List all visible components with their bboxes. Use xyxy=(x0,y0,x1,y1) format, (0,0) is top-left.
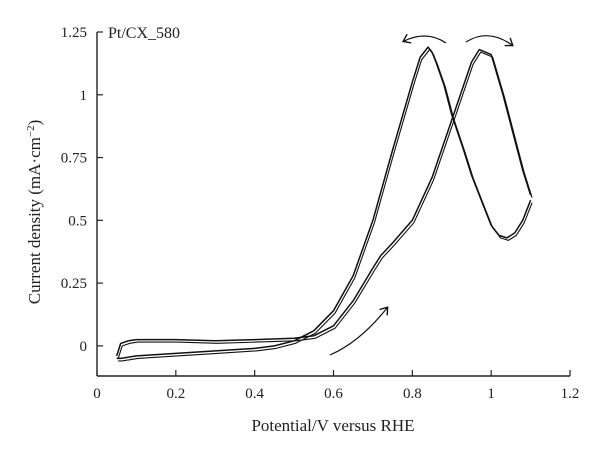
y-tick-label: 0.5 xyxy=(68,213,87,229)
cv-sweep-2-cycle-2 xyxy=(118,49,533,362)
y-tick-label: 1.25 xyxy=(61,25,87,41)
y-tick-label: 0 xyxy=(80,339,88,355)
x-tick-label: 0 xyxy=(93,386,101,402)
x-tick-label: 0.2 xyxy=(166,386,185,402)
cv-sweep-2 xyxy=(116,46,532,360)
peak-left-arrow xyxy=(404,36,447,43)
anodic-scan-arrow xyxy=(329,308,387,356)
x-tick-label: 0.6 xyxy=(324,386,343,402)
cv-curves xyxy=(115,46,533,362)
y-axis-title-end: ) xyxy=(25,120,44,126)
cv-sweep-1 xyxy=(115,48,532,357)
x-tick-label: 1 xyxy=(487,386,495,402)
x-axis-ticks: 0 0.2 0.4 0.6 0.8 1 1.2 xyxy=(93,370,579,402)
x-tick-label: 1.2 xyxy=(561,386,580,402)
x-tick-label: 0.8 xyxy=(403,386,422,402)
y-tick-label: 0.25 xyxy=(61,276,87,292)
y-axis-title-main: Current density (mA·cm xyxy=(25,137,44,304)
cv-sweep-1-cycle-2 xyxy=(117,51,533,359)
y-axis-title: Current density (mA·cm−2) xyxy=(25,120,44,305)
y-tick-label: 1 xyxy=(80,88,88,104)
sample-label: Pt/CX_580 xyxy=(108,25,180,42)
y-axis-title-sup: −2 xyxy=(25,125,37,137)
peak-right-arrow xyxy=(465,35,512,45)
x-tick-label: 0.4 xyxy=(245,386,264,402)
x-axis-title: Potential/V versus RHE xyxy=(251,416,414,435)
y-axis-ticks: 0 0.25 0.5 0.75 1 1.25 xyxy=(61,25,103,355)
y-tick-label: 0.75 xyxy=(61,151,87,167)
